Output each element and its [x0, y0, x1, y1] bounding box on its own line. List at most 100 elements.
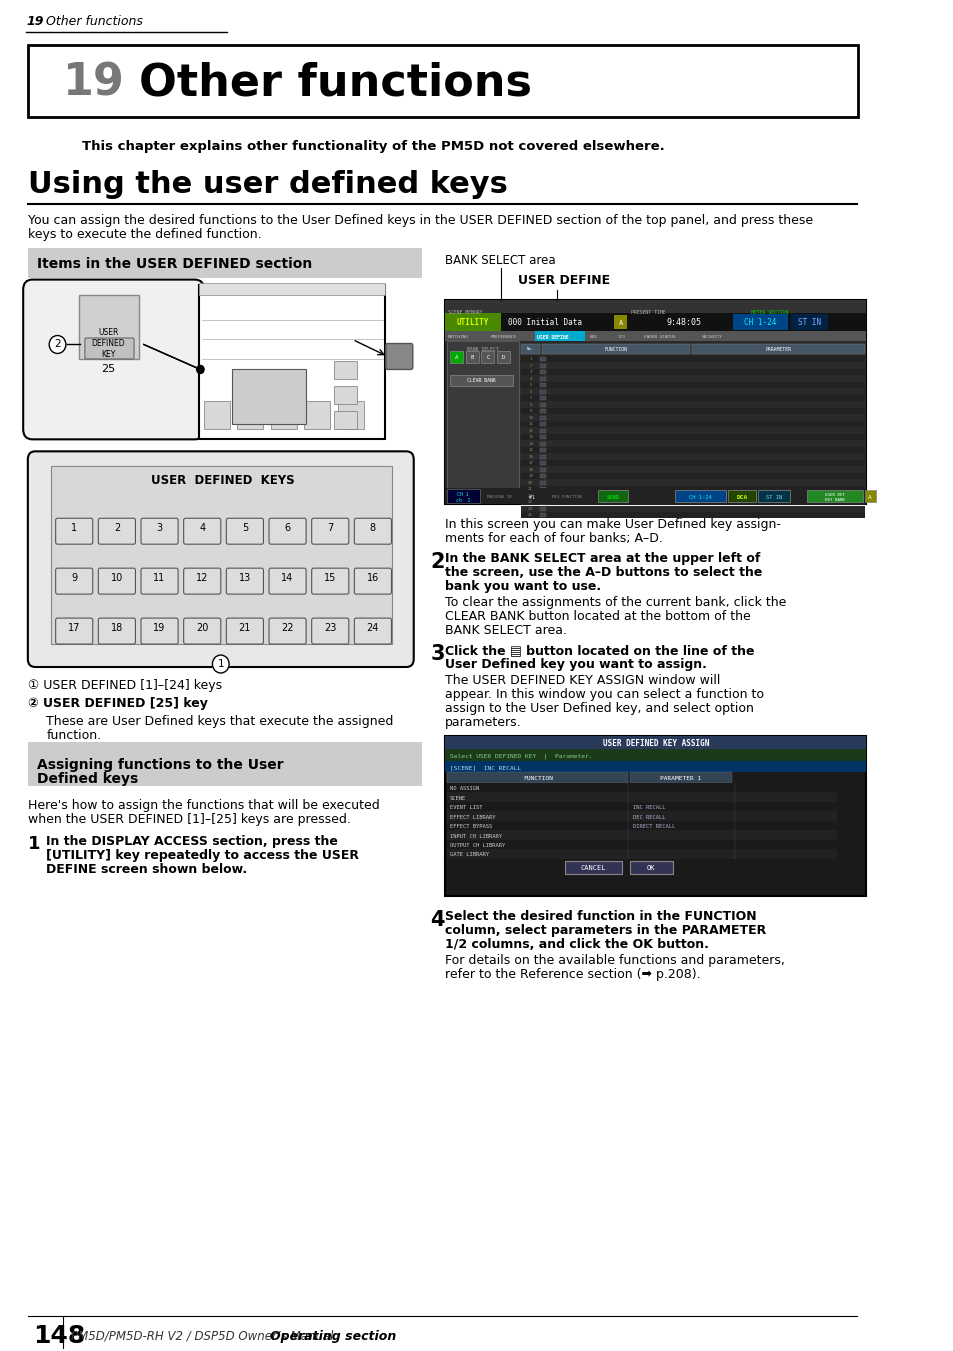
FancyBboxPatch shape — [565, 861, 621, 874]
Text: SECURITY: SECURITY — [700, 335, 721, 339]
Text: GATE LIBRARY: GATE LIBRARY — [450, 852, 488, 858]
Bar — [535, 331, 584, 342]
Bar — [28, 742, 421, 786]
FancyBboxPatch shape — [312, 569, 349, 594]
Bar — [520, 454, 863, 459]
Bar — [539, 409, 546, 413]
Text: Other functions: Other functions — [47, 15, 143, 28]
Text: User Defined key you want to assign.: User Defined key you want to assign. — [445, 658, 706, 671]
Bar — [304, 401, 330, 430]
Bar — [806, 490, 862, 503]
Text: USER DEF
KEY BANK: USER DEF KEY BANK — [824, 493, 844, 501]
Text: DCA: DCA — [736, 494, 747, 500]
Text: 20: 20 — [528, 481, 533, 485]
Bar — [520, 467, 863, 473]
Text: EFFECT BYPASS: EFFECT BYPASS — [450, 824, 492, 830]
Text: These are User Defined keys that execute the assigned: These are User Defined keys that execute… — [47, 715, 394, 728]
Text: PARAMETER: PARAMETER — [764, 347, 790, 353]
Bar — [541, 345, 689, 354]
Bar — [447, 840, 836, 850]
Text: 23: 23 — [324, 623, 336, 634]
Circle shape — [196, 366, 204, 373]
Text: 1: 1 — [28, 835, 40, 852]
Text: To clear the assignments of the current bank, click the: To clear the assignments of the current … — [445, 596, 786, 609]
Text: 19: 19 — [528, 474, 533, 478]
Text: BANK SELECT area.: BANK SELECT area. — [445, 624, 567, 638]
FancyBboxPatch shape — [269, 619, 306, 644]
Text: A: A — [867, 494, 871, 500]
Bar — [520, 369, 863, 376]
Bar — [539, 363, 546, 367]
Text: METER SECTION: METER SECTION — [751, 309, 788, 315]
Text: Click the ▤ button located on the line of the: Click the ▤ button located on the line o… — [445, 644, 754, 657]
Text: 18: 18 — [111, 623, 123, 634]
Bar — [675, 490, 725, 503]
Bar — [539, 500, 546, 504]
Text: Using the user defined keys: Using the user defined keys — [28, 170, 507, 199]
Text: 1/2 columns, and click the OK button.: 1/2 columns, and click the OK button. — [445, 938, 708, 951]
Text: 16: 16 — [366, 573, 378, 584]
Bar — [539, 416, 546, 420]
Bar — [334, 412, 356, 430]
FancyBboxPatch shape — [23, 280, 204, 439]
FancyBboxPatch shape — [141, 519, 178, 544]
Bar — [649, 313, 719, 330]
Bar — [520, 389, 863, 394]
Text: PARAMETER 1: PARAMETER 1 — [659, 775, 700, 781]
Text: USER DEFINE: USER DEFINE — [537, 335, 568, 339]
FancyBboxPatch shape — [55, 569, 92, 594]
Bar — [629, 771, 731, 782]
Text: 6: 6 — [284, 523, 291, 534]
Text: USER  DEFINED  KEYS: USER DEFINED KEYS — [151, 474, 294, 488]
Text: 15: 15 — [528, 449, 533, 453]
Bar — [520, 382, 863, 389]
Text: 1: 1 — [71, 523, 77, 534]
FancyBboxPatch shape — [28, 451, 414, 667]
FancyBboxPatch shape — [184, 519, 220, 544]
Bar — [520, 447, 863, 454]
Text: Assigning functions to the User: Assigning functions to the User — [37, 758, 283, 771]
FancyBboxPatch shape — [98, 619, 135, 644]
Text: 12: 12 — [195, 573, 208, 584]
Bar — [445, 748, 865, 761]
Text: NO ASSIGN: NO ASSIGN — [450, 786, 478, 792]
Bar — [481, 351, 494, 363]
FancyBboxPatch shape — [141, 569, 178, 594]
Bar — [539, 442, 546, 446]
Bar — [237, 401, 263, 430]
Text: 2: 2 — [529, 363, 532, 367]
Text: FUNCTION: FUNCTION — [604, 347, 627, 353]
Circle shape — [213, 655, 229, 673]
Text: Select the desired function in the FUNCTION: Select the desired function in the FUNCT… — [445, 909, 756, 923]
Text: [UTILITY] key repeatedly to access the USER: [UTILITY] key repeatedly to access the U… — [47, 848, 359, 862]
Text: 10: 10 — [528, 416, 533, 420]
Bar — [465, 351, 478, 363]
Text: CLEAR BANK button located at the bottom of the: CLEAR BANK button located at the bottom … — [445, 611, 750, 623]
Text: INC RECALL: INC RECALL — [632, 805, 664, 811]
Bar — [199, 285, 385, 439]
Text: Defined keys: Defined keys — [37, 771, 138, 786]
FancyBboxPatch shape — [55, 519, 92, 544]
Bar — [445, 761, 865, 771]
Bar — [79, 295, 139, 359]
Text: 22: 22 — [528, 493, 533, 497]
Bar — [539, 481, 546, 485]
Text: bank you want to use.: bank you want to use. — [445, 580, 600, 593]
Text: 8: 8 — [529, 403, 532, 407]
Bar — [539, 455, 546, 459]
Text: when the USER DEFINED [1]–[25] keys are pressed.: when the USER DEFINED [1]–[25] keys are … — [28, 813, 351, 825]
Text: 13: 13 — [238, 573, 251, 584]
Bar — [539, 428, 546, 432]
Bar — [520, 473, 863, 480]
Text: DEC RECALL: DEC RECALL — [632, 815, 664, 820]
Bar — [520, 512, 863, 519]
Bar — [539, 370, 546, 374]
Text: 10: 10 — [111, 573, 123, 584]
Text: MIX FUNCTION: MIX FUNCTION — [552, 496, 581, 500]
Bar — [539, 396, 546, 400]
Bar — [539, 507, 546, 511]
Text: In this screen you can make User Defined key assign-: In this screen you can make User Defined… — [445, 519, 781, 531]
Bar — [520, 422, 863, 427]
Text: 25: 25 — [101, 365, 115, 374]
Text: You can assign the desired functions to the User Defined keys in the USER DEFINE: You can assign the desired functions to … — [28, 213, 812, 227]
